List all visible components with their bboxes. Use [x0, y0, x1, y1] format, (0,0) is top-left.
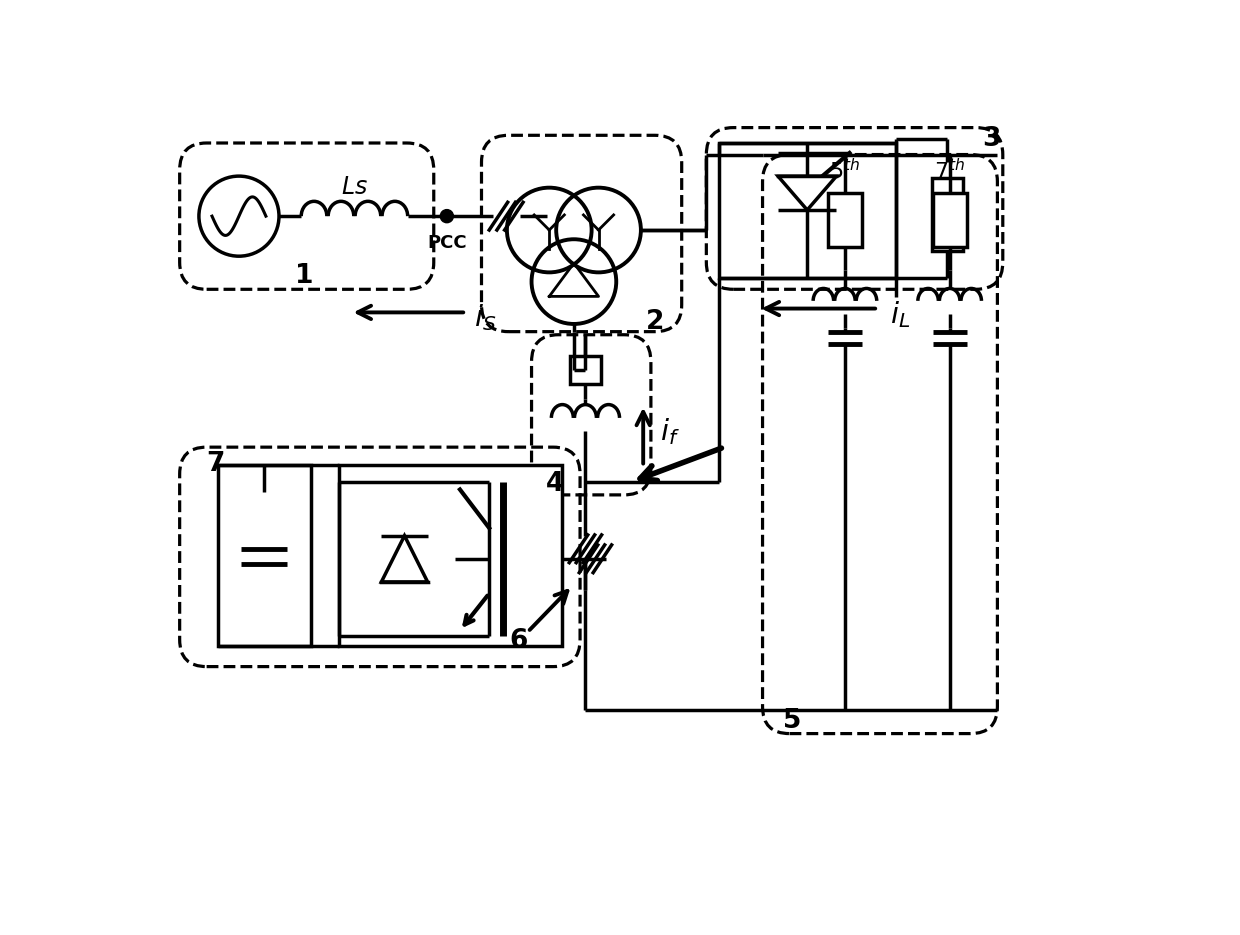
- Text: 4: 4: [546, 471, 564, 497]
- Text: $7^{th}$: $7^{th}$: [934, 159, 965, 184]
- Polygon shape: [777, 176, 837, 210]
- Bar: [932, 178, 962, 251]
- Text: 7: 7: [207, 451, 224, 477]
- Text: 6: 6: [510, 628, 528, 654]
- Polygon shape: [382, 536, 428, 582]
- Bar: [570, 356, 601, 384]
- Text: $i_{S}$: $i_{S}$: [474, 302, 496, 333]
- Text: $5^{th}$: $5^{th}$: [830, 159, 861, 184]
- Text: 5: 5: [784, 708, 802, 733]
- Circle shape: [440, 209, 454, 223]
- Text: $i_{L}$: $i_{L}$: [889, 299, 910, 330]
- Text: 2: 2: [646, 309, 663, 336]
- Text: $i_{f}$: $i_{f}$: [660, 416, 680, 447]
- Bar: [339, 465, 563, 646]
- Bar: [719, 143, 895, 278]
- Text: 3: 3: [982, 126, 1001, 152]
- Bar: [218, 465, 310, 646]
- Text: $Ls$: $Ls$: [341, 175, 368, 199]
- Text: PCC: PCC: [427, 234, 466, 252]
- Bar: [932, 193, 967, 247]
- Bar: [828, 193, 862, 247]
- Text: 1: 1: [295, 264, 314, 289]
